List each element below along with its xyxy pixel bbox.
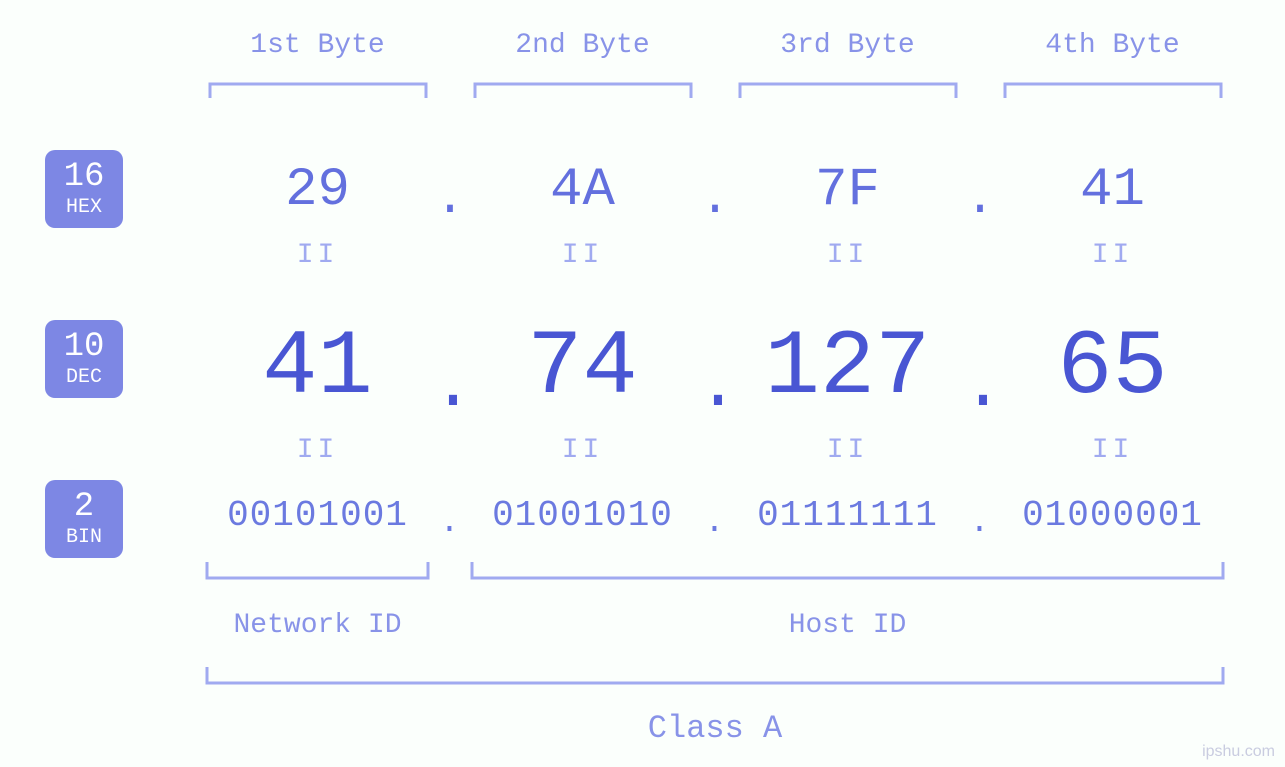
network-host-brackets: [185, 560, 1245, 600]
equals-row-dec-bin: II II II II: [185, 435, 1245, 466]
byte-bracket-4: [980, 80, 1245, 100]
hex-row: 29 . 4A . 7F . 41: [185, 160, 1245, 221]
watermark: ipshu.com: [1202, 743, 1275, 761]
badge-hex-label: HEX: [66, 197, 102, 219]
host-id-label: Host ID: [450, 610, 1245, 641]
bin-byte-3: 01111111: [715, 495, 980, 536]
byte-bracket-1: [185, 80, 450, 100]
ip-address-diagram: 1st Byte 2nd Byte 3rd Byte 4th Byte 16 H…: [45, 30, 1245, 740]
hex-byte-1: 29: [185, 160, 450, 221]
hex-byte-2: 4A: [450, 160, 715, 221]
eq-5: II: [185, 435, 450, 466]
eq-3: II: [715, 240, 980, 271]
badge-dec-label: DEC: [66, 367, 102, 389]
bin-byte-1: 00101001: [185, 495, 450, 536]
byte-header-3: 3rd Byte: [715, 30, 980, 61]
eq-4: II: [980, 240, 1245, 271]
badge-hex-base: 16: [64, 159, 105, 196]
badge-dec-base: 10: [64, 329, 105, 366]
badge-hex: 16 HEX: [45, 150, 123, 228]
byte-header-1: 1st Byte: [185, 30, 450, 61]
badge-bin-label: BIN: [66, 527, 102, 549]
class-bracket-row: [185, 665, 1245, 705]
bin-byte-4: 01000001: [980, 495, 1245, 536]
id-brackets-row: [185, 560, 1245, 600]
dec-byte-3: 127: [715, 315, 980, 420]
class-label: Class A: [185, 710, 1245, 747]
hex-byte-4: 41: [980, 160, 1245, 221]
byte-headers-row: 1st Byte 2nd Byte 3rd Byte 4th Byte: [185, 30, 1245, 61]
equals-row-hex-dec: II II II II: [185, 240, 1245, 271]
bin-byte-2: 01001010: [450, 495, 715, 536]
eq-6: II: [450, 435, 715, 466]
dec-byte-1: 41: [185, 315, 450, 420]
eq-2: II: [450, 240, 715, 271]
byte-brackets-row: [185, 80, 1245, 100]
hex-byte-3: 7F: [715, 160, 980, 221]
eq-8: II: [980, 435, 1245, 466]
eq-1: II: [185, 240, 450, 271]
byte-header-2: 2nd Byte: [450, 30, 715, 61]
bin-row: 00101001 . 01001010 . 01111111 . 0100000…: [185, 495, 1245, 536]
badge-bin: 2 BIN: [45, 480, 123, 558]
dec-row: 41 . 74 . 127 . 65: [185, 315, 1245, 420]
badge-dec: 10 DEC: [45, 320, 123, 398]
class-bracket: [185, 665, 1245, 705]
dec-byte-2: 74: [450, 315, 715, 420]
eq-7: II: [715, 435, 980, 466]
byte-header-4: 4th Byte: [980, 30, 1245, 61]
byte-bracket-3: [715, 80, 980, 100]
network-id-label: Network ID: [185, 610, 450, 641]
byte-bracket-2: [450, 80, 715, 100]
badge-bin-base: 2: [74, 489, 94, 526]
dec-byte-4: 65: [980, 315, 1245, 420]
